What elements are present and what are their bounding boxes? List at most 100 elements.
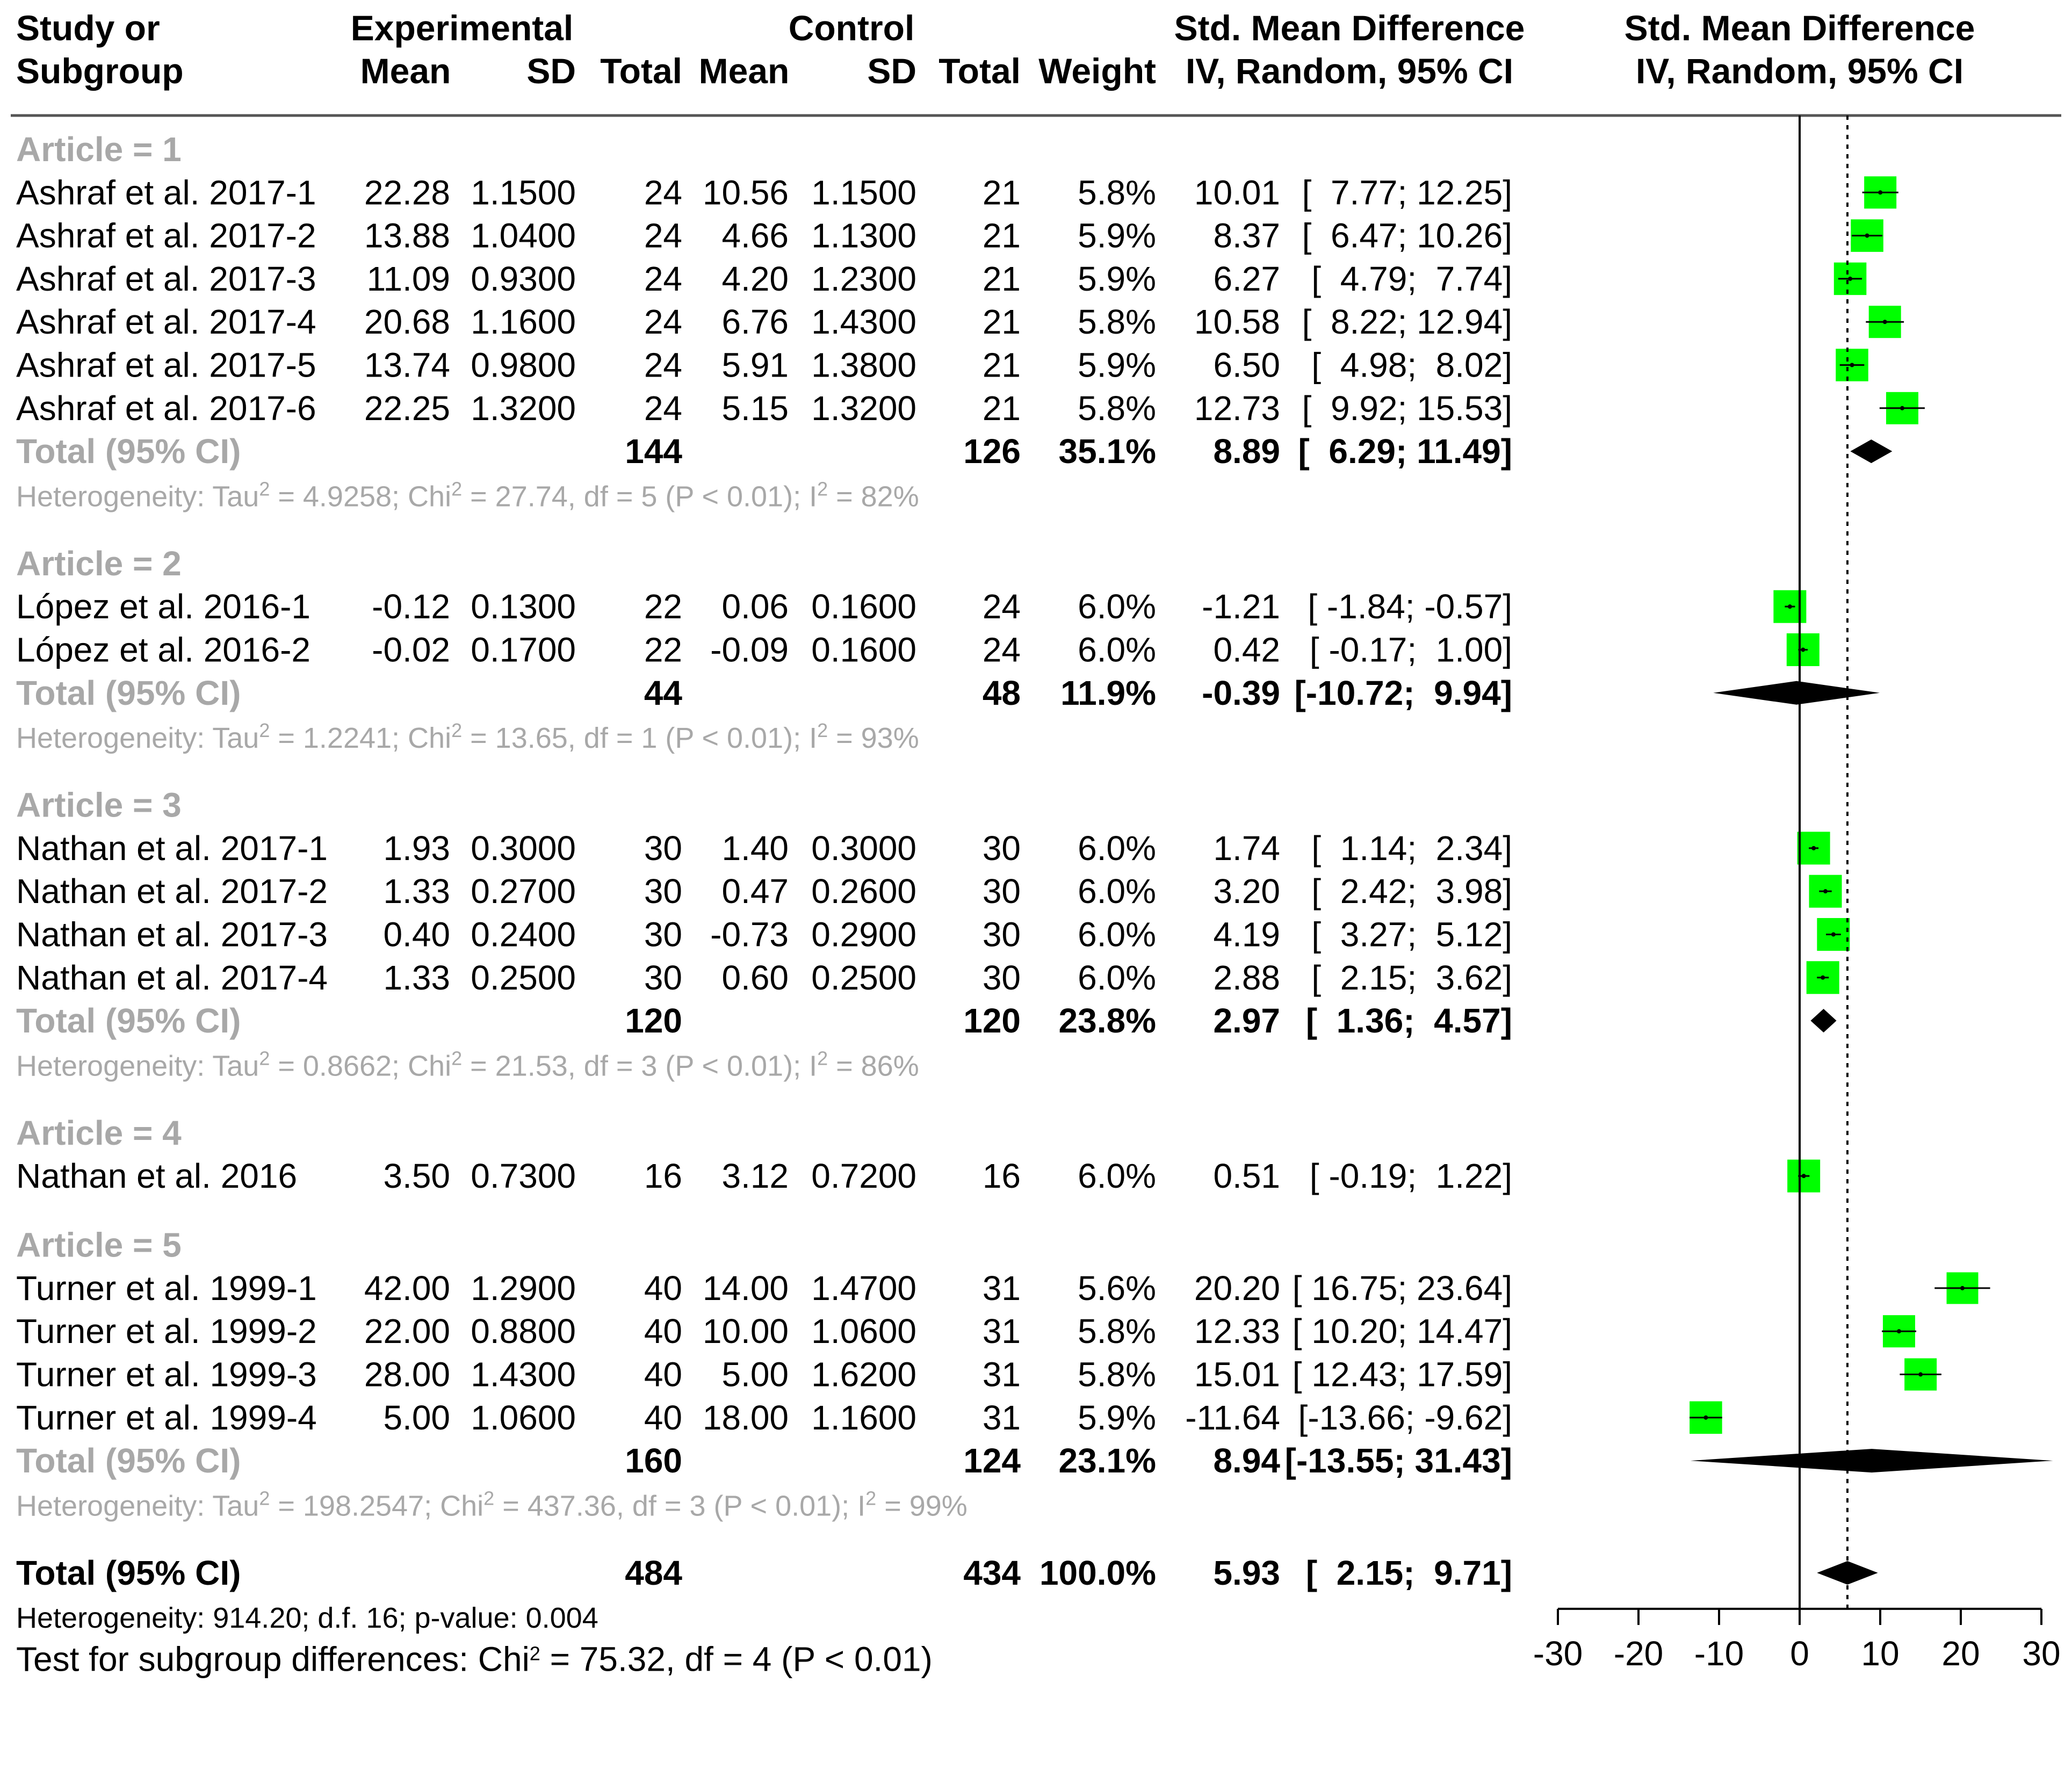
header-study: Study or bbox=[16, 8, 160, 48]
c-mean: 0.47 bbox=[721, 872, 789, 911]
study-point bbox=[1865, 233, 1869, 238]
e-mean: 13.74 bbox=[364, 346, 450, 385]
summary-diamond bbox=[1690, 1449, 2053, 1473]
weight: 5.9% bbox=[1078, 346, 1156, 385]
summary-diamond bbox=[1810, 1009, 1837, 1033]
study-name: López et al. 2016-1 bbox=[16, 587, 311, 626]
weight: 6.0% bbox=[1078, 829, 1156, 868]
weight: 5.6% bbox=[1078, 1269, 1156, 1308]
c-sd: 0.1600 bbox=[811, 630, 916, 669]
total-weight: 35.1% bbox=[1059, 432, 1156, 471]
study-point bbox=[1850, 363, 1854, 367]
overall-ci: [ 2.15; 9.71] bbox=[1306, 1554, 1512, 1592]
study-point bbox=[1896, 1329, 1901, 1334]
weight: 5.8% bbox=[1078, 173, 1156, 212]
study-name: Turner et al. 1999-2 bbox=[16, 1312, 317, 1351]
smd-estimate: 8.37 bbox=[1213, 216, 1280, 255]
c-mean: 5.00 bbox=[721, 1355, 789, 1394]
heterogeneity-text: Heterogeneity: Tau2 = 4.9258; Chi2 = 27.… bbox=[16, 478, 919, 513]
c-total: 21 bbox=[983, 302, 1021, 341]
subgroup-label: Article = 3 bbox=[16, 786, 182, 825]
total-e-n: 44 bbox=[644, 674, 683, 712]
e-total: 22 bbox=[644, 587, 682, 626]
total-weight: 11.9% bbox=[1060, 674, 1156, 712]
study-name: Ashraf et al. 2017-4 bbox=[16, 302, 316, 341]
c-total: 30 bbox=[983, 829, 1021, 868]
e-mean: 13.88 bbox=[364, 216, 450, 255]
header-smd-title: Std. Mean Difference bbox=[1174, 8, 1525, 48]
header-subgroup: Subgroup bbox=[16, 51, 184, 91]
weight: 5.9% bbox=[1078, 216, 1156, 255]
study-point bbox=[1787, 604, 1792, 609]
c-mean: -0.73 bbox=[710, 915, 789, 954]
c-sd: 0.2900 bbox=[811, 915, 916, 954]
c-sd: 1.1600 bbox=[811, 1398, 916, 1437]
overall-estimate: 5.93 bbox=[1213, 1554, 1280, 1592]
weight: 5.9% bbox=[1078, 1398, 1156, 1437]
study-point bbox=[1703, 1415, 1708, 1420]
e-total: 24 bbox=[644, 389, 682, 428]
c-total: 16 bbox=[983, 1157, 1021, 1195]
x-tick-label: -10 bbox=[1694, 1634, 1744, 1673]
c-sd: 0.7200 bbox=[811, 1157, 916, 1195]
c-mean: 6.76 bbox=[721, 302, 789, 341]
c-total: 24 bbox=[983, 630, 1021, 669]
e-sd: 0.8800 bbox=[471, 1312, 576, 1351]
e-sd: 0.2500 bbox=[471, 958, 576, 997]
e-sd: 1.0400 bbox=[471, 216, 576, 255]
e-sd: 0.1300 bbox=[471, 587, 576, 626]
weight: 5.8% bbox=[1078, 389, 1156, 428]
c-total: 30 bbox=[983, 872, 1021, 911]
study-name: Nathan et al. 2016 bbox=[16, 1157, 297, 1195]
total-estimate: 8.94 bbox=[1213, 1441, 1280, 1480]
smd-estimate: 4.19 bbox=[1213, 915, 1280, 954]
smd-estimate: 1.74 bbox=[1213, 829, 1280, 868]
weight: 5.9% bbox=[1078, 259, 1156, 298]
e-mean: 0.40 bbox=[383, 915, 450, 954]
study-point bbox=[1918, 1372, 1923, 1377]
smd-estimate: -11.64 bbox=[1185, 1398, 1280, 1437]
e-mean: 22.00 bbox=[364, 1312, 450, 1351]
subgroup-label: Article = 1 bbox=[16, 130, 182, 169]
e-total: 22 bbox=[644, 630, 682, 669]
c-mean: 4.66 bbox=[721, 216, 789, 255]
smd-estimate: 12.73 bbox=[1194, 389, 1280, 428]
smd-estimate: 0.51 bbox=[1213, 1157, 1280, 1195]
header-e-mean: Mean bbox=[360, 51, 451, 91]
smd-ci: [ 10.20; 14.47] bbox=[1293, 1312, 1512, 1351]
smd-estimate: -1.21 bbox=[1202, 587, 1280, 626]
x-tick-label: -20 bbox=[1614, 1634, 1664, 1673]
e-mean: 22.28 bbox=[364, 173, 450, 212]
total-estimate: 2.97 bbox=[1213, 1001, 1280, 1040]
c-mean: 4.20 bbox=[721, 259, 789, 298]
e-mean: 1.93 bbox=[383, 829, 450, 868]
header-e-sd: SD bbox=[526, 51, 576, 91]
e-sd: 0.9300 bbox=[471, 259, 576, 298]
total-label: Total (95% CI) bbox=[16, 1441, 241, 1480]
study-name: Nathan et al. 2017-3 bbox=[16, 915, 328, 954]
header-experimental: Experimental bbox=[351, 8, 574, 48]
heterogeneity-text: Heterogeneity: Tau2 = 0.8662; Chi2 = 21.… bbox=[16, 1047, 919, 1082]
e-total: 30 bbox=[644, 915, 682, 954]
e-mean: 42.00 bbox=[364, 1269, 450, 1308]
c-sd: 0.3000 bbox=[811, 829, 916, 868]
c-total: 31 bbox=[983, 1355, 1021, 1394]
smd-estimate: 20.20 bbox=[1194, 1269, 1280, 1308]
c-total: 31 bbox=[983, 1398, 1021, 1437]
weight: 6.0% bbox=[1078, 958, 1156, 997]
c-sd: 1.4300 bbox=[811, 302, 916, 341]
smd-ci: [ 2.42; 3.98] bbox=[1311, 872, 1512, 911]
e-sd: 0.2400 bbox=[471, 915, 576, 954]
e-sd: 1.0600 bbox=[471, 1398, 576, 1437]
e-sd: 1.4300 bbox=[471, 1355, 576, 1394]
c-mean: 10.00 bbox=[703, 1312, 789, 1351]
study-point bbox=[1848, 276, 1853, 281]
e-mean: -0.12 bbox=[372, 587, 450, 626]
smd-estimate: 12.33 bbox=[1194, 1312, 1280, 1351]
c-total: 24 bbox=[983, 587, 1021, 626]
c-mean: 18.00 bbox=[703, 1398, 789, 1437]
total-c-n: 120 bbox=[963, 1001, 1021, 1040]
c-mean: 0.06 bbox=[721, 587, 789, 626]
study-point bbox=[1900, 406, 1904, 410]
smd-ci: [ -0.19; 1.22] bbox=[1310, 1157, 1512, 1195]
